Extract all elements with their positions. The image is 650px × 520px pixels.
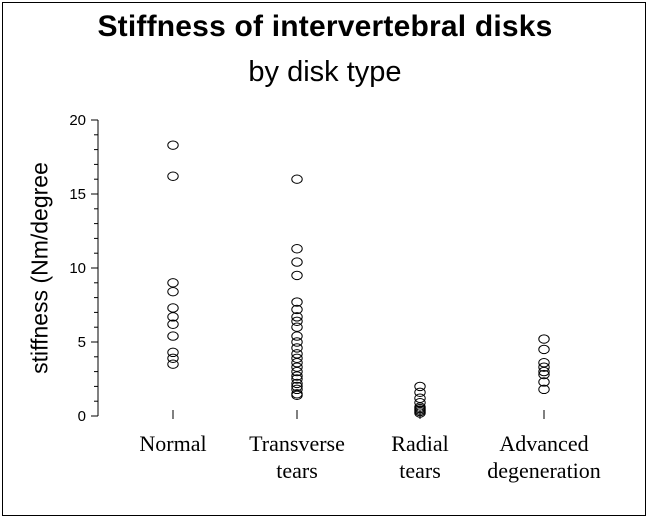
data-point <box>291 366 303 377</box>
data-point <box>291 297 303 307</box>
data-point <box>291 374 303 384</box>
data-point <box>414 408 426 418</box>
data-point <box>291 322 303 332</box>
x-category-label: degeneration <box>487 458 601 483</box>
data-point <box>167 278 179 288</box>
data-point <box>291 378 303 389</box>
data-point <box>291 257 303 267</box>
x-category-label: Advanced <box>499 431 588 456</box>
data-point <box>538 369 550 380</box>
data-point <box>167 319 179 329</box>
data-point <box>167 303 179 313</box>
data-point <box>291 390 303 400</box>
y-tick-label: 15 <box>69 186 86 203</box>
data-point <box>291 331 303 341</box>
data-point <box>291 270 303 281</box>
x-categories: Normal TransversetearsRadialtearsAdvanced… <box>139 410 601 483</box>
chart-frame <box>2 2 646 516</box>
data-point <box>167 347 179 358</box>
data-point <box>167 353 179 363</box>
data-point <box>167 312 179 322</box>
data-point <box>291 244 303 254</box>
data-point <box>291 337 303 347</box>
data-point <box>414 381 426 392</box>
data-point <box>291 174 303 184</box>
x-category-label: Normal <box>139 431 206 456</box>
data-point <box>414 387 426 398</box>
data-point <box>291 304 303 315</box>
data-point <box>167 331 179 341</box>
data-point <box>291 316 303 326</box>
data-point <box>291 371 303 381</box>
data-point <box>538 384 550 395</box>
x-category-label: tears <box>399 458 441 483</box>
data-point <box>538 366 550 377</box>
data-point <box>538 362 550 372</box>
data-point <box>538 377 550 387</box>
data-point <box>291 343 303 353</box>
chart-title: Stiffness of intervertebral disks <box>97 10 553 43</box>
y-tick-label: 5 <box>78 334 86 351</box>
y-ticks: 0 5 10 15 20 <box>69 112 98 425</box>
data-point <box>167 171 179 181</box>
data-point <box>291 312 303 322</box>
data-point <box>167 359 179 369</box>
data-point <box>538 334 550 344</box>
y-tick-label: 10 <box>69 260 86 277</box>
data-point <box>167 140 179 150</box>
y-tick-label: 20 <box>69 112 86 129</box>
y-tick-label: 0 <box>78 408 86 425</box>
data-points <box>167 140 550 418</box>
data-point <box>538 344 550 355</box>
data-point <box>167 286 179 297</box>
chart-subtitle: by disk type <box>248 56 402 88</box>
x-category-label: tears <box>276 458 318 483</box>
x-category-label: Radial <box>391 431 448 456</box>
x-category-label: Transverse <box>249 431 345 456</box>
data-point <box>291 384 303 395</box>
